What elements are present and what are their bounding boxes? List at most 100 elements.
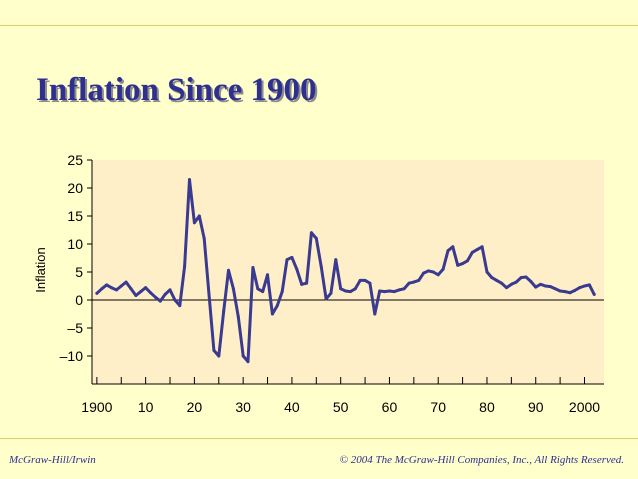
publisher-credit: McGraw-Hill/Irwin (9, 454, 96, 466)
data-point (251, 266, 255, 270)
data-point (192, 221, 196, 225)
data-point (558, 289, 562, 293)
data-point (139, 290, 143, 294)
x-tick-label: 2000 (569, 399, 600, 415)
x-tick-label: 1900 (81, 399, 112, 415)
data-point (500, 281, 504, 285)
data-point (426, 269, 430, 273)
data-point (548, 285, 552, 289)
data-point (461, 262, 465, 266)
data-point (470, 250, 474, 254)
data-point (587, 283, 591, 287)
data-point (100, 287, 104, 291)
data-point (295, 267, 299, 271)
copyright-notice: © 2004 The McGraw-Hill Companies, Inc., … (339, 454, 624, 466)
data-point (163, 292, 167, 296)
y-tick-label: –10 (60, 348, 84, 364)
data-point (319, 264, 323, 268)
data-point (270, 312, 274, 316)
data-point (592, 292, 596, 296)
footer-rule (0, 438, 638, 439)
data-point (387, 289, 391, 293)
data-point (339, 287, 343, 291)
data-point (456, 263, 460, 267)
data-point (344, 289, 348, 293)
y-tick-label: 15 (67, 208, 83, 224)
data-point (378, 289, 382, 293)
data-point (309, 231, 313, 235)
data-point (402, 287, 406, 291)
x-tick-label: 80 (479, 399, 495, 415)
data-point (275, 304, 279, 308)
data-point (114, 288, 118, 292)
data-point (178, 304, 182, 308)
plot-area (92, 160, 604, 384)
data-point (241, 354, 245, 358)
y-tick-label: 0 (75, 292, 83, 308)
data-point (363, 278, 367, 282)
data-point (504, 286, 508, 290)
data-point (280, 290, 284, 294)
data-point (553, 287, 557, 291)
data-point (168, 288, 172, 292)
data-point (353, 287, 357, 291)
y-tick-label: –5 (67, 320, 83, 336)
data-point (129, 287, 133, 291)
x-tick-label: 50 (333, 399, 349, 415)
slide-title: Inflation Since 1900 (36, 72, 317, 108)
x-tick-label: 10 (138, 399, 154, 415)
data-point (207, 292, 211, 296)
data-point (422, 271, 426, 275)
y-tick-label: 20 (67, 180, 83, 196)
data-point (188, 178, 192, 182)
x-tick-label: 40 (284, 399, 300, 415)
data-point (368, 281, 372, 285)
data-point (256, 287, 260, 291)
data-point (285, 258, 289, 262)
data-point (358, 278, 362, 282)
data-point (158, 299, 162, 303)
x-axis-ticks: 1900 10 20 30 40 50 60 70 80 90 2000 (81, 377, 600, 415)
y-tick-label: 25 (67, 152, 83, 168)
x-tick-label: 90 (528, 399, 544, 415)
data-point (314, 236, 318, 240)
data-point (236, 315, 240, 319)
x-tick-label: 70 (430, 399, 446, 415)
data-point (212, 348, 216, 352)
data-point (480, 245, 484, 249)
data-point (222, 309, 226, 313)
data-point (490, 276, 494, 280)
data-point (324, 297, 328, 301)
data-point (119, 284, 123, 288)
data-point (144, 286, 148, 290)
data-point (582, 284, 586, 288)
data-point (436, 273, 440, 277)
data-point (475, 248, 479, 252)
data-point (266, 273, 270, 277)
data-point (534, 285, 538, 289)
data-point (568, 291, 572, 295)
x-tick-label: 20 (187, 399, 203, 415)
data-point (197, 214, 201, 218)
data-point (578, 286, 582, 290)
data-point (227, 268, 231, 272)
data-point (153, 295, 157, 299)
data-point (446, 249, 450, 253)
data-point (519, 276, 523, 280)
data-point (124, 280, 128, 284)
data-point (383, 290, 387, 294)
data-point (300, 282, 304, 286)
data-point (134, 294, 138, 298)
data-point (110, 286, 114, 290)
data-point (373, 312, 377, 316)
y-tick-label: 5 (75, 264, 83, 280)
data-point (563, 290, 567, 294)
data-point (465, 259, 469, 263)
data-point (407, 281, 411, 285)
data-point (451, 245, 455, 249)
data-point (305, 281, 309, 285)
data-point (183, 264, 187, 268)
data-point (261, 290, 265, 294)
data-point (539, 282, 543, 286)
